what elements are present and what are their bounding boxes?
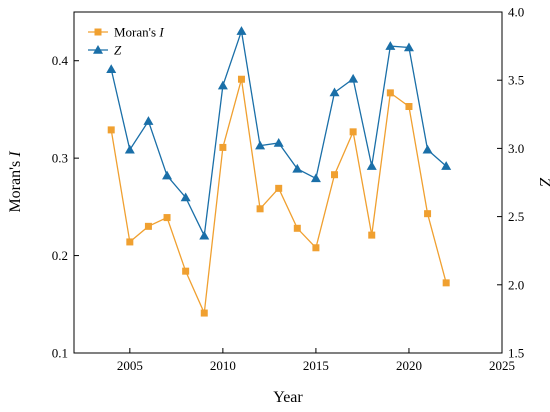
data-point xyxy=(312,244,320,252)
series-2 xyxy=(106,26,452,240)
legend-swatch-marker xyxy=(94,28,102,36)
x-tick-label: 2015 xyxy=(303,358,329,373)
data-point xyxy=(126,238,134,246)
data-point xyxy=(273,137,284,147)
data-point xyxy=(349,128,357,136)
data-point xyxy=(237,75,245,83)
right-y-tick-label: 2.5 xyxy=(508,209,524,224)
right-y-axis-ticks: 1.5 2.0 2.5 3.0 3.5 4.0 xyxy=(497,5,524,361)
data-point xyxy=(424,210,432,218)
left-y-axis-ticks: 0.1 0.2 0.3 0.4 xyxy=(52,53,79,361)
data-point xyxy=(366,161,377,170)
x-tick-label: 2025 xyxy=(489,358,515,373)
data-point xyxy=(422,144,433,154)
data-point xyxy=(236,26,247,35)
right-y-tick-label: 1.5 xyxy=(508,346,524,361)
data-point xyxy=(107,126,115,134)
data-point xyxy=(386,89,394,97)
data-point xyxy=(144,222,152,230)
left-y-tick-label: 0.3 xyxy=(52,151,68,166)
data-point xyxy=(219,143,227,151)
data-point xyxy=(199,230,210,240)
legend-swatch-marker xyxy=(93,45,103,54)
data-point xyxy=(275,184,283,192)
data-point xyxy=(331,171,339,179)
left-y-tick-label: 0.1 xyxy=(52,346,68,361)
data-point xyxy=(217,80,228,90)
data-point xyxy=(348,73,359,83)
right-y-tick-label: 3.5 xyxy=(508,73,524,88)
legend-item: Moran's I xyxy=(88,25,164,40)
data-point xyxy=(442,279,450,287)
right-y-tick-label: 2.0 xyxy=(508,277,524,292)
data-point xyxy=(292,163,303,173)
data-point xyxy=(162,170,173,180)
legend-label-italic: I xyxy=(158,25,164,40)
data-point xyxy=(441,161,452,170)
data-point xyxy=(403,42,414,52)
data-point xyxy=(385,41,396,50)
left-y-tick-label: 0.4 xyxy=(52,53,69,68)
left-y-axis-title-text: Moran's xyxy=(7,157,24,213)
data-point xyxy=(310,173,321,183)
legend-label: Z xyxy=(114,43,122,58)
data-point xyxy=(256,205,264,213)
legend-label: Moran's I xyxy=(114,25,164,40)
data-point xyxy=(329,87,340,97)
x-tick-label: 2005 xyxy=(117,358,143,373)
right-y-tick-label: 4.0 xyxy=(508,5,524,20)
right-y-axis-title: Z xyxy=(536,178,550,188)
x-tick-label: 2010 xyxy=(210,358,236,373)
legend-item: Z xyxy=(88,43,122,58)
legend: Moran's I Z xyxy=(88,25,164,58)
right-y-tick-label: 3.0 xyxy=(508,141,524,156)
data-point xyxy=(405,103,413,111)
data-point xyxy=(143,116,154,125)
data-point xyxy=(180,192,191,202)
data-point xyxy=(182,267,190,275)
series-line xyxy=(110,79,447,316)
x-axis-ticks: 2005 2010 2015 2020 2025 xyxy=(117,348,515,373)
plot-frame xyxy=(73,11,503,354)
left-y-axis-title: Moran's I xyxy=(7,151,24,213)
data-point xyxy=(106,64,117,74)
series-1 xyxy=(107,75,450,317)
data-point xyxy=(255,140,266,150)
x-axis-title: Year xyxy=(273,389,303,406)
chart-marks xyxy=(106,26,452,317)
data-point xyxy=(163,214,171,222)
data-point xyxy=(200,309,208,317)
data-point xyxy=(293,224,301,232)
data-point xyxy=(124,144,135,154)
x-tick-label: 2020 xyxy=(396,358,422,373)
left-y-tick-label: 0.2 xyxy=(52,248,68,263)
left-y-axis-title-italic: I xyxy=(7,151,24,158)
series-line xyxy=(110,30,447,238)
data-point xyxy=(368,231,376,239)
